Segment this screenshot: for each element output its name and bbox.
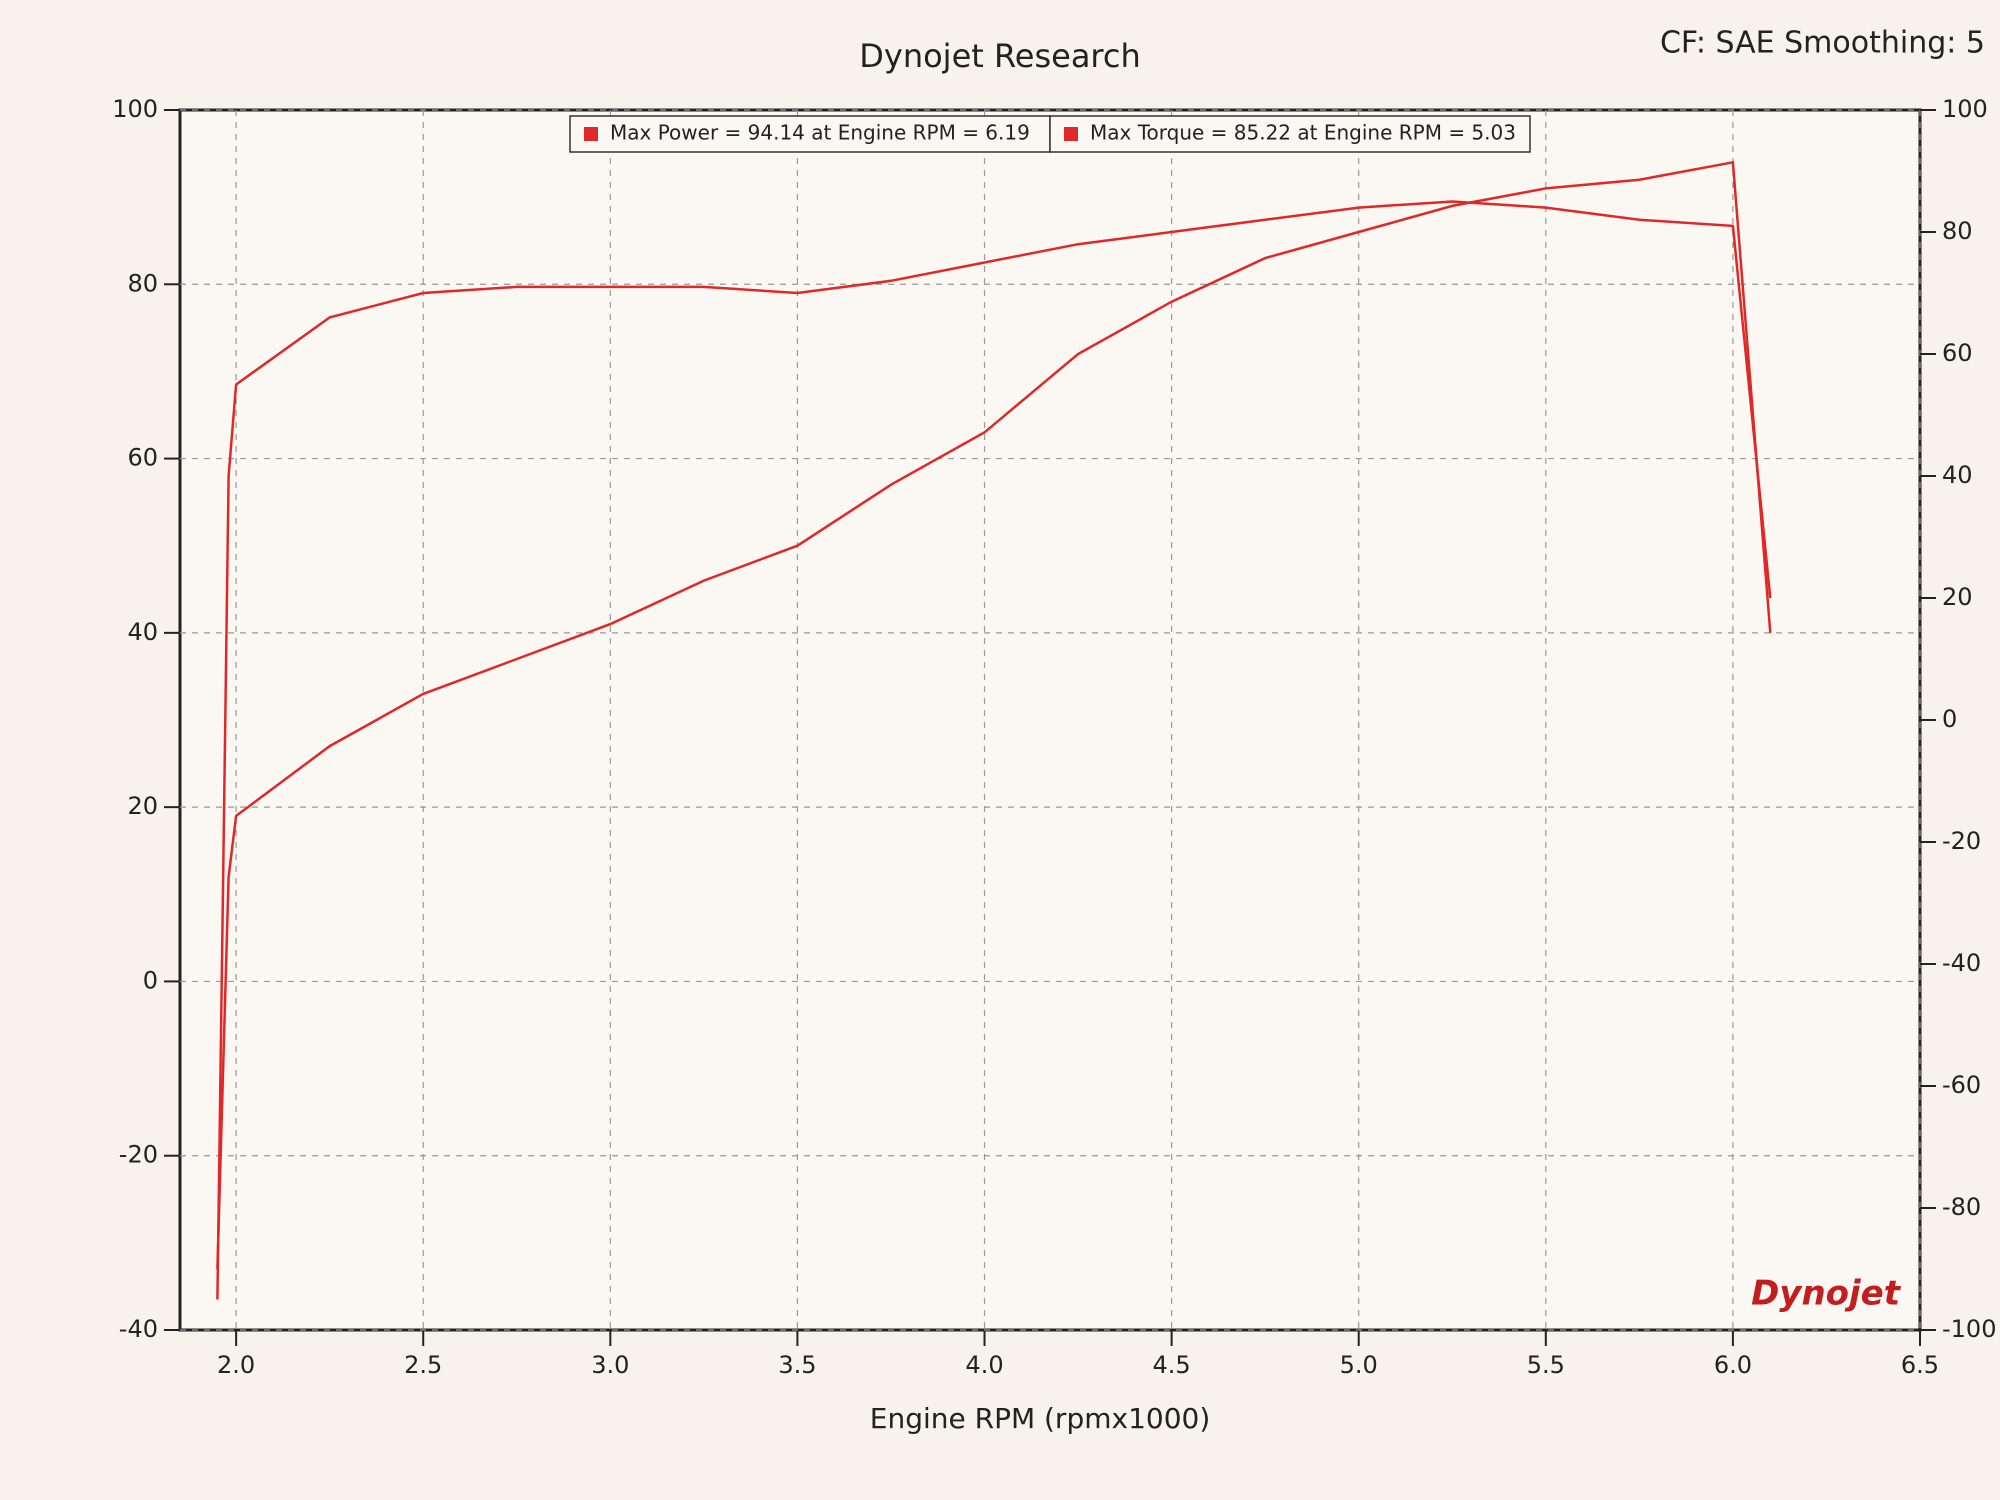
y2-tick-label: -80 — [1942, 1193, 1981, 1221]
y2-tick-label: -100 — [1942, 1315, 1996, 1343]
y-tick-label: 80 — [127, 269, 158, 297]
legend-item: Max Power = 94.14 at Engine RPM = 6.19 — [569, 115, 1051, 153]
y2-tick-label: 40 — [1942, 461, 1973, 489]
legend-item: Max Torque = 85.22 at Engine RPM = 5.03 — [1049, 115, 1531, 153]
y2-tick-label: 0 — [1942, 705, 1957, 733]
x-tick-label: 4.0 — [965, 1351, 1003, 1379]
x-axis-label: Engine RPM (rpmx1000) — [870, 1402, 1211, 1435]
legend-box — [569, 115, 1051, 153]
y2-tick-label: -60 — [1942, 1071, 1981, 1099]
y-tick-label: -20 — [119, 1141, 158, 1169]
chart-subtitle: CF: SAE Smoothing: 5 — [1660, 26, 1985, 61]
x-tick-label: 3.5 — [778, 1351, 816, 1379]
x-tick-label: 4.5 — [1153, 1351, 1191, 1379]
x-tick-label: 6.5 — [1901, 1351, 1939, 1379]
plot-frame — [178, 108, 1922, 1332]
y-tick-label: 60 — [127, 444, 158, 472]
chart-title: Dynojet Research — [859, 37, 1141, 75]
y2-tick-label: 60 — [1942, 339, 1973, 367]
y-tick-label: -40 — [119, 1315, 158, 1343]
legend-swatch — [1064, 127, 1078, 141]
x-tick-label: 2.0 — [217, 1351, 255, 1379]
y2-tick-label: 100 — [1942, 95, 1988, 123]
y-tick-label: 0 — [143, 966, 158, 994]
logo: Dynojet — [1751, 1274, 1902, 1314]
y2-tick-label: 20 — [1942, 583, 1973, 611]
legend-box — [1049, 115, 1531, 153]
x-tick-label: 6.0 — [1714, 1351, 1752, 1379]
x-tick-label: 2.5 — [404, 1351, 442, 1379]
legend-label: Max Torque = 85.22 at Engine RPM = 5.03 — [1090, 121, 1516, 145]
y-tick-label: 40 — [127, 618, 158, 646]
y-tick-label: 20 — [127, 792, 158, 820]
y2-tick-label: 80 — [1942, 217, 1973, 245]
y2-tick-label: -20 — [1942, 827, 1981, 855]
x-tick-label: 5.0 — [1340, 1351, 1378, 1379]
y2-tick-label: -40 — [1942, 949, 1981, 977]
legend-label: Max Power = 94.14 at Engine RPM = 6.19 — [610, 121, 1030, 145]
legend-swatch — [584, 127, 598, 141]
series-line — [216, 200, 1772, 1300]
x-tick-label: 3.0 — [591, 1351, 629, 1379]
x-tick-label: 5.5 — [1527, 1351, 1565, 1379]
y-tick-label: 100 — [112, 95, 158, 123]
series-line — [216, 160, 1772, 1270]
